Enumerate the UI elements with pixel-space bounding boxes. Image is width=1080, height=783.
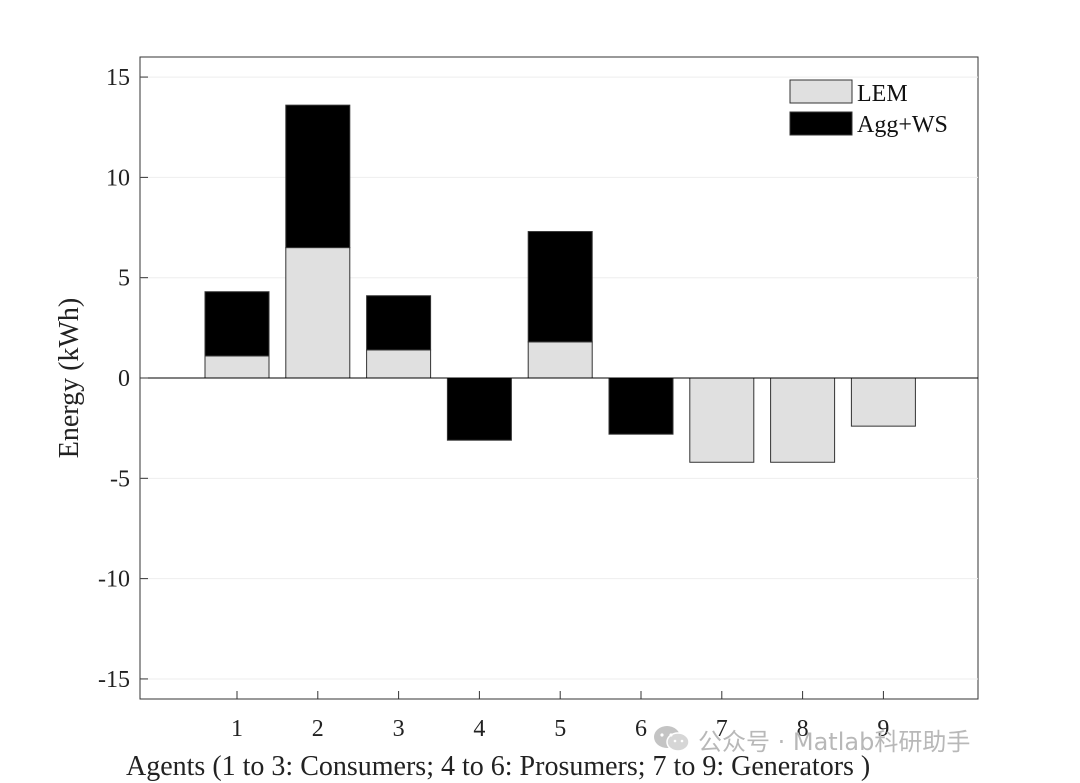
bar-agg-ws-agent-4 [446,377,512,441]
legend-label-agg-ws: Agg+WS [857,112,948,138]
x-tick-label: 9 [877,716,889,742]
bar-agg-ws-agent-2 [285,104,351,249]
y-axis-title: Energy (kWh) [54,298,85,458]
legend: LEM Agg+WS [789,79,948,138]
y-tick-label: -10 [98,567,130,593]
legend-swatch-lem [789,79,853,104]
y-tick-label: 0 [118,366,130,392]
y-axis: 15 10 5 0 -5 -10 -15 [98,65,148,693]
x-tick-label: 6 [635,716,647,742]
legend-swatch-agg-ws [789,111,853,136]
bar-lem-agent-1 [204,355,270,379]
y-tick-label: 10 [106,165,130,191]
watermark-text: 公众号 · Matlab科研助手 [698,727,971,756]
y-tick-label: 15 [106,65,130,91]
wechat-icon [654,726,690,752]
y-tick-label: 5 [118,266,130,292]
x-tick-label: 1 [231,716,243,742]
x-tick-label: 7 [716,716,728,742]
bar-agg-ws-agent-3 [366,295,432,351]
bar-lem-agent-7 [689,377,755,463]
x-tick-label: 4 [473,716,485,742]
bar-lem-agent-3 [366,349,432,379]
bar-agg-ws-agent-1 [204,291,270,357]
x-tick-label: 2 [312,716,324,742]
y-tick-label: -5 [110,466,130,492]
bar-agg-ws-agent-6 [608,377,674,435]
grid-lines [140,76,978,680]
x-tick-label: 8 [797,716,809,742]
watermark: 公众号 · Matlab科研助手 [652,722,970,756]
x-tick-label: 5 [554,716,566,742]
bar-lem-agent-8 [770,377,836,463]
legend-label-lem: LEM [857,81,908,107]
x-tick-label: 3 [393,716,405,742]
bar-lem-agent-5 [527,341,593,379]
y-tick-label: -15 [98,667,130,693]
bar-lem-agent-2 [285,247,351,379]
x-axis: 1 2 3 4 5 6 7 8 9 [231,691,889,742]
x-axis-title: Agents (1 to 3: Consumers; 4 to 6: Prosu… [126,751,870,782]
bar-lem-agent-9 [850,377,916,427]
bar-agg-ws-agent-5 [527,231,593,343]
